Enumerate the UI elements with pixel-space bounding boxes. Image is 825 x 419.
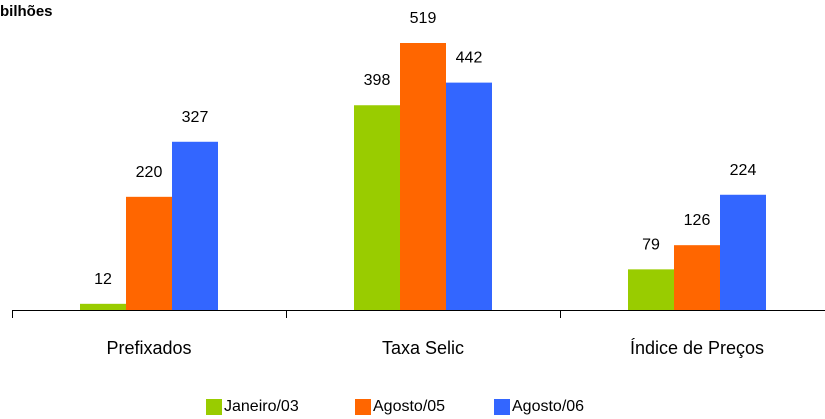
chart-title: bilhões xyxy=(0,3,53,20)
data-label-agosto-06-prefixados: 327 xyxy=(182,109,209,126)
legend-swatch-janeiro-03 xyxy=(206,399,222,415)
bar-janeiro-03-prefixados xyxy=(80,303,126,310)
legend-swatch-agosto-06 xyxy=(494,399,510,415)
legend-label-agosto-06: Agosto/06 xyxy=(512,398,585,415)
legend: Janeiro/03 Agosto/05 Agosto/06 xyxy=(0,398,825,418)
data-label-janeiro-03-indice-de-precos: 79 xyxy=(642,236,660,253)
bars-group xyxy=(80,43,766,310)
legend-item-agosto-05: Agosto/05 xyxy=(355,398,445,416)
category-label-indice-de-precos: Índice de Preços xyxy=(630,338,764,358)
data-label-agosto-05-indice-de-precos: 126 xyxy=(684,212,711,229)
category-label-taxa-selic: Taxa Selic xyxy=(382,338,464,358)
bar-chart: 12 220 327 398 519 442 79 126 224 Prefixados Taxa… xyxy=(12,10,825,358)
category-label-prefixados: Prefixados xyxy=(106,338,191,358)
bar-janeiro-03-taxa-selic xyxy=(354,105,400,310)
bar-agosto-06-indice-de-precos xyxy=(720,194,766,310)
x-axis xyxy=(12,310,825,318)
data-labels-group: 12 220 327 398 519 442 79 126 224 xyxy=(94,10,756,288)
legend-label-janeiro-03: Janeiro/03 xyxy=(224,398,299,415)
data-label-agosto-05-taxa-selic: 519 xyxy=(410,10,437,27)
data-label-agosto-06-taxa-selic: 442 xyxy=(456,50,483,67)
data-label-agosto-06-indice-de-precos: 224 xyxy=(730,162,757,179)
bar-agosto-05-taxa-selic xyxy=(400,43,446,310)
bar-janeiro-03-indice-de-precos xyxy=(628,269,674,310)
category-labels-group: Prefixados Taxa Selic Índice de Preços xyxy=(106,338,764,358)
legend-swatch-agosto-05 xyxy=(355,399,371,415)
data-label-janeiro-03-taxa-selic: 398 xyxy=(364,72,391,89)
data-label-janeiro-03-prefixados: 12 xyxy=(94,271,112,288)
legend-item-janeiro-03: Janeiro/03 xyxy=(206,398,299,416)
bar-agosto-06-taxa-selic xyxy=(446,82,492,310)
bar-agosto-05-indice-de-precos xyxy=(674,245,720,310)
data-label-agosto-05-prefixados: 220 xyxy=(136,164,163,181)
bar-agosto-05-prefixados xyxy=(126,196,172,310)
legend-label-agosto-05: Agosto/05 xyxy=(373,398,446,415)
bar-agosto-06-prefixados xyxy=(172,141,218,310)
legend-item-agosto-06: Agosto/06 xyxy=(494,398,584,416)
